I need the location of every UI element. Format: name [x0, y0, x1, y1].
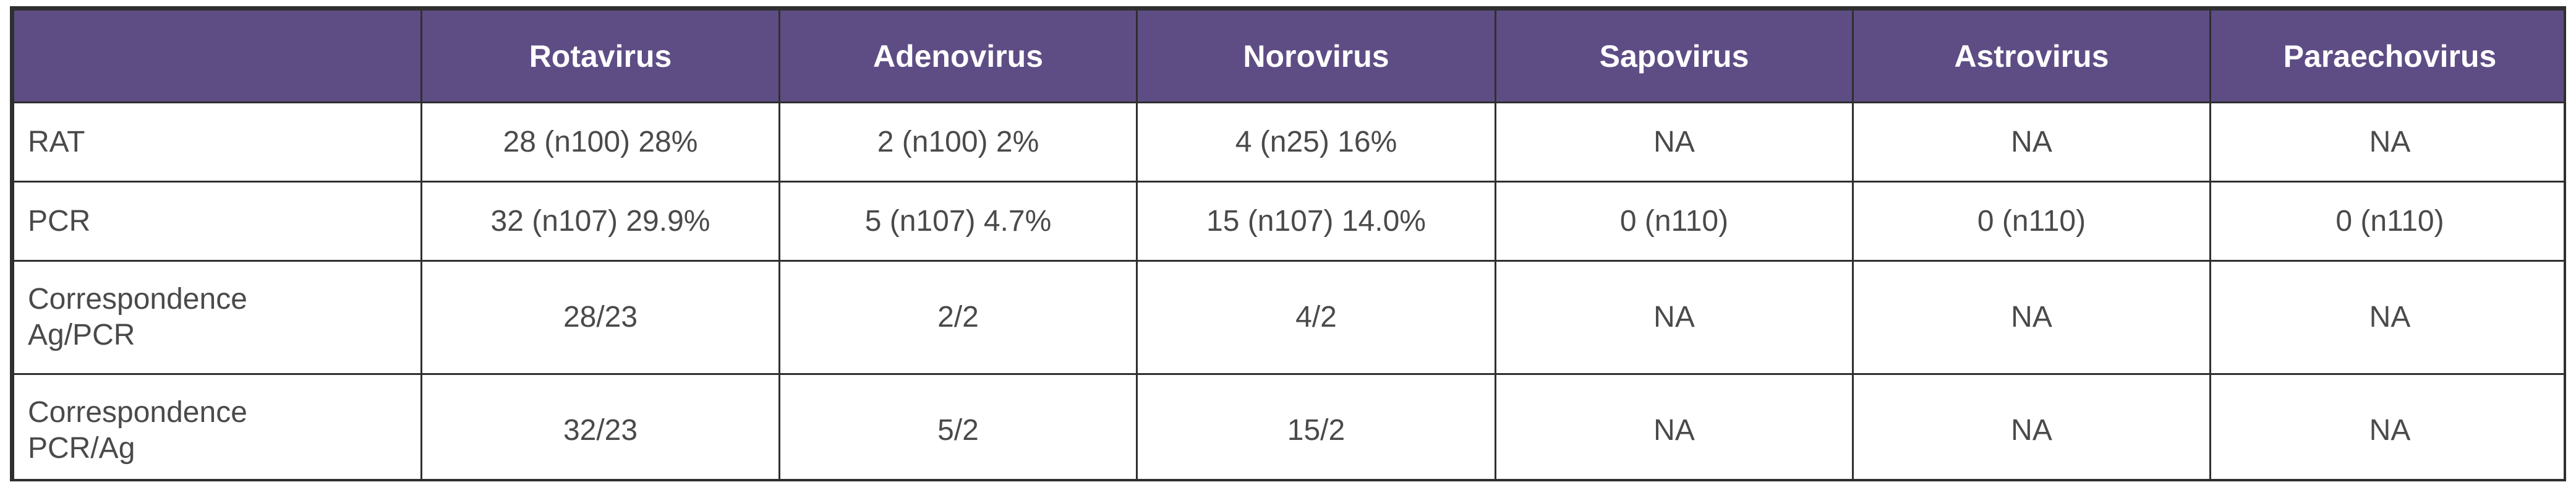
cell-agpcr-astrovirus: NA — [1852, 260, 2211, 375]
header-norovirus: Norovirus — [1136, 9, 1496, 103]
cell-pcr-astrovirus: 0 (n110) — [1852, 181, 2211, 262]
cell-rat-paraechovirus: NA — [2209, 101, 2564, 183]
cell-pcrag-paraechovirus: NA — [2209, 373, 2564, 479]
header-astrovirus: Astrovirus — [1852, 9, 2211, 103]
header-row: Rotavirus Adenovirus Norovirus Sapovirus… — [12, 9, 2564, 103]
cell-pcrag-rotavirus: 32/23 — [420, 373, 780, 479]
cell-pcr-sapovirus: 0 (n110) — [1495, 181, 1854, 262]
cell-pcrag-astrovirus: NA — [1852, 373, 2211, 479]
table-row-pcr: PCR 32 (n107) 29.9% 5 (n107) 4.7% 15 (n1… — [12, 181, 2564, 262]
header-paraechovirus: Paraechovirus — [2209, 9, 2564, 103]
table-row-correspondence-ag-pcr: Correspondence Ag/PCR 28/23 2/2 4/2 NA N… — [12, 260, 2564, 375]
cell-agpcr-adenovirus: 2/2 — [778, 260, 1138, 375]
table-row-rat: RAT 28 (n100) 28% 2 (n100) 2% 4 (n25) 16… — [12, 101, 2564, 183]
cell-rat-astrovirus: NA — [1852, 101, 2211, 183]
cell-agpcr-norovirus: 4/2 — [1136, 260, 1496, 375]
cell-rat-rotavirus: 28 (n100) 28% — [420, 101, 780, 183]
row-label-correspondence-pcr-ag: Correspondence PCR/Ag — [12, 373, 422, 479]
row-label-line1: Correspondence — [28, 396, 247, 429]
cell-rat-norovirus: 4 (n25) 16% — [1136, 101, 1496, 183]
row-label-correspondence-ag-pcr: Correspondence Ag/PCR — [12, 260, 422, 375]
row-label-rat: RAT — [12, 101, 422, 183]
header-corner — [12, 9, 422, 103]
cell-pcrag-sapovirus: NA — [1495, 373, 1854, 479]
header-rotavirus: Rotavirus — [420, 9, 780, 103]
cell-agpcr-rotavirus: 28/23 — [420, 260, 780, 375]
results-table-container: Rotavirus Adenovirus Norovirus Sapovirus… — [10, 6, 2566, 481]
row-label-line2: Ag/PCR — [28, 319, 135, 351]
cell-pcrag-adenovirus: 5/2 — [778, 373, 1138, 479]
cell-rat-sapovirus: NA — [1495, 101, 1854, 183]
cell-agpcr-sapovirus: NA — [1495, 260, 1854, 375]
virus-detection-table: Rotavirus Adenovirus Norovirus Sapovirus… — [12, 9, 2564, 479]
header-sapovirus: Sapovirus — [1495, 9, 1854, 103]
cell-pcr-norovirus: 15 (n107) 14.0% — [1136, 181, 1496, 262]
cell-agpcr-paraechovirus: NA — [2209, 260, 2564, 375]
cell-pcr-paraechovirus: 0 (n110) — [2209, 181, 2564, 262]
row-label-line2: PCR/Ag — [28, 432, 135, 465]
row-label-pcr: PCR — [12, 181, 422, 262]
row-label-line1: Correspondence — [28, 283, 247, 316]
cell-pcrag-norovirus: 15/2 — [1136, 373, 1496, 479]
cell-pcr-rotavirus: 32 (n107) 29.9% — [420, 181, 780, 262]
cell-rat-adenovirus: 2 (n100) 2% — [778, 101, 1138, 183]
table-row-correspondence-pcr-ag: Correspondence PCR/Ag 32/23 5/2 15/2 NA … — [12, 373, 2564, 479]
header-adenovirus: Adenovirus — [778, 9, 1138, 103]
cell-pcr-adenovirus: 5 (n107) 4.7% — [778, 181, 1138, 262]
